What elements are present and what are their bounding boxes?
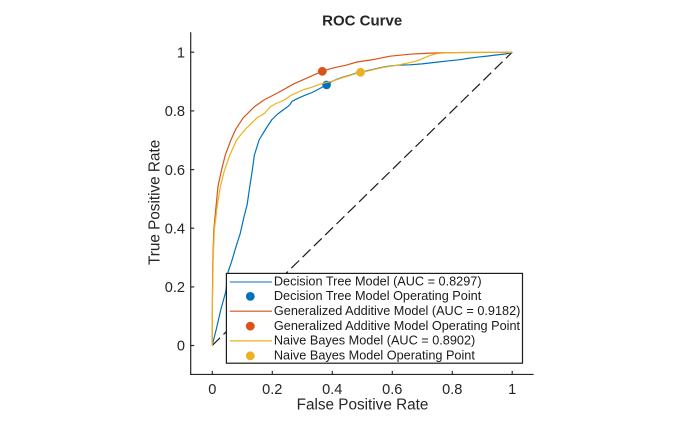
svg-text:0: 0 — [177, 339, 185, 355]
svg-text:1: 1 — [508, 382, 516, 398]
svg-text:Generalized Additive Model (AU: Generalized Additive Model (AUC = 0.9182… — [274, 304, 520, 318]
svg-text:Naive Bayes Model Operating Po: Naive Bayes Model Operating Point — [274, 349, 475, 363]
svg-text:Decision Tree Model (AUC = 0.8: Decision Tree Model (AUC = 0.8297) — [274, 274, 482, 288]
svg-text:0.2: 0.2 — [262, 382, 282, 398]
svg-text:ROC Curve: ROC Curve — [322, 13, 402, 30]
svg-text:0.4: 0.4 — [165, 221, 185, 237]
svg-text:0: 0 — [208, 382, 216, 398]
svg-text:Decision Tree Model Operating: Decision Tree Model Operating Point — [274, 289, 482, 303]
svg-text:0.2: 0.2 — [165, 280, 185, 296]
svg-text:True Positive Rate: True Positive Rate — [146, 140, 163, 265]
svg-text:False Positive Rate: False Positive Rate — [297, 397, 429, 414]
svg-text:Naive Bayes Model (AUC = 0.890: Naive Bayes Model (AUC = 0.8902) — [274, 334, 475, 348]
svg-text:0.8: 0.8 — [165, 104, 185, 120]
svg-text:0.8: 0.8 — [442, 382, 462, 398]
svg-text:0.6: 0.6 — [382, 382, 402, 398]
svg-text:0.6: 0.6 — [165, 163, 185, 179]
svg-text:1: 1 — [177, 45, 185, 61]
svg-text:0.4: 0.4 — [322, 382, 342, 398]
svg-text:Generalized Additive Model Ope: Generalized Additive Model Operating Poi… — [274, 319, 521, 333]
